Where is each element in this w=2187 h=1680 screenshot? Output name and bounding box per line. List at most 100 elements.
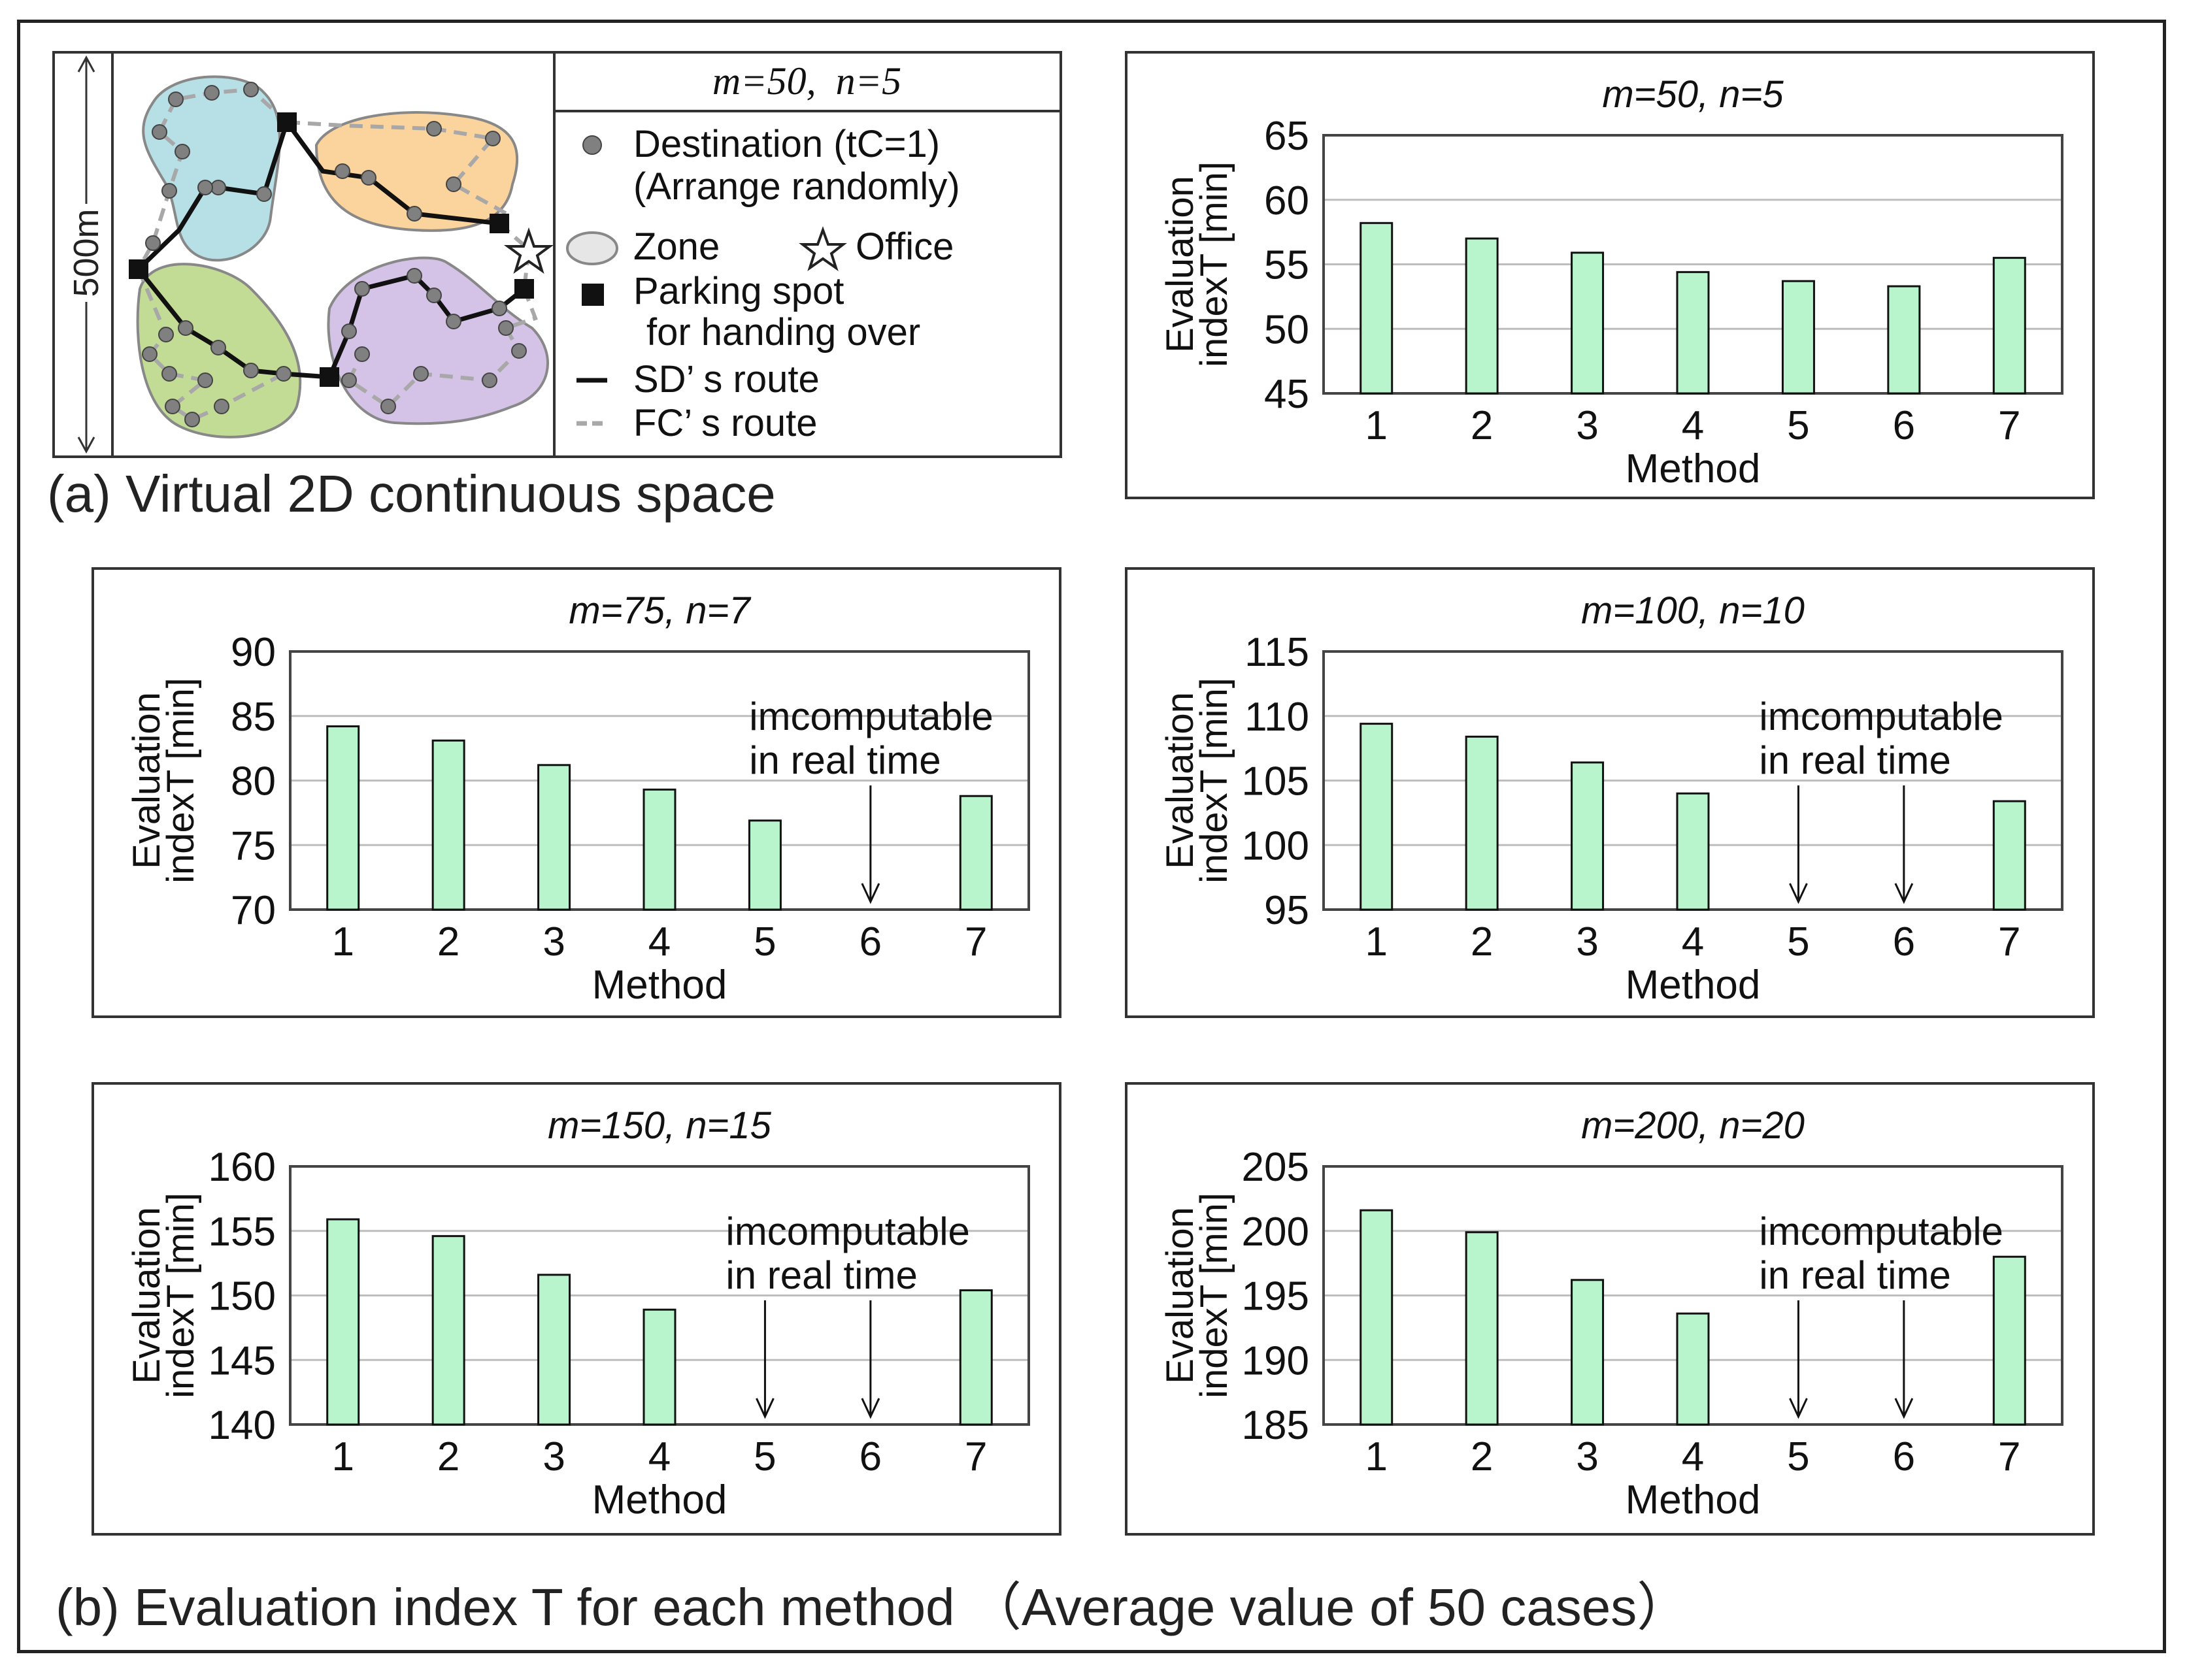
x-tick-label: 2 (437, 1434, 459, 1479)
y-tick-label: 80 (231, 759, 276, 804)
y-tick-label: 205 (1242, 1145, 1309, 1190)
x-tick-label: 6 (860, 919, 882, 964)
legend-zone-icon (566, 231, 618, 265)
bar-method-3 (537, 764, 571, 911)
destination-points (142, 82, 527, 427)
annotation-line2: in real time (726, 1253, 917, 1297)
x-tick-label: 2 (1471, 919, 1493, 964)
bar-method-7 (1992, 1255, 2026, 1426)
y-axis-label-line1: Evaluation (1159, 1207, 1201, 1384)
chart-svg: m=150, n=15 140 145 150 155 160 1 2 3 4 5 6 7 Method E… (125, 1104, 1030, 1523)
y-tick-label: 195 (1242, 1274, 1309, 1319)
chart-box-4: m=150, n=15 140 145 150 155 160 1 2 3 4 5 6 7 Method E… (92, 1082, 1061, 1536)
figure-frame (17, 20, 2166, 1653)
y-axis-label-line1: Evaluation (125, 1207, 168, 1384)
y-tick-label: 70 (231, 888, 276, 933)
x-tick-label: 5 (754, 919, 776, 964)
legend-destination-label: Destination (tC=1) (633, 123, 941, 165)
x-tick-label: 1 (1365, 403, 1387, 448)
bar-method-4 (1676, 1312, 1710, 1426)
annotation-line1: imcomputable (749, 695, 993, 738)
y-tick-label: 50 (1264, 307, 1309, 352)
x-tick-label: 4 (1682, 403, 1704, 448)
fc-route-orange (286, 120, 514, 219)
bar-method-3 (1571, 761, 1605, 911)
annotation-line1: imcomputable (1759, 1210, 2003, 1253)
x-tick-label: 2 (1471, 1434, 1493, 1479)
x-tick-label: 5 (1787, 403, 1809, 448)
scale-label: 500m (67, 208, 106, 297)
bar-method-3 (537, 1274, 571, 1426)
chart-box-5: m=200, n=20 185 190 195 200 205 1 2 3 4 5 6 7 Method E… (1125, 1082, 2095, 1536)
bar-method-1 (1360, 723, 1394, 911)
y-axis-label-line2: indexT [min] (1193, 161, 1235, 367)
y-tick-label: 60 (1264, 178, 1309, 223)
bar-method-2 (1465, 735, 1499, 911)
x-tick-label: 4 (648, 919, 671, 964)
bar-method-2 (1465, 237, 1499, 395)
annotation-arrowhead (861, 883, 880, 904)
y-tick-label: 115 (1244, 630, 1309, 675)
chart-title: m=50, n=5 (1602, 73, 1784, 116)
y-tick-label: 95 (1264, 888, 1309, 933)
bar-method-4 (643, 788, 676, 911)
chart-svg: m=200, n=20 185 190 195 200 205 1 2 3 4 5 6 7 Method E… (1159, 1104, 2063, 1523)
y-tick-label: 155 (209, 1210, 276, 1255)
chart-box-3: m=100, n=10 95 100 105 110 115 1 2 3 4 5 6 7 Method Ev… (1125, 567, 2095, 1018)
legend-office-icon (799, 226, 847, 272)
y-tick-label: 85 (231, 695, 276, 740)
bar-method-7 (1992, 800, 2026, 911)
chart-title: m=100, n=10 (1581, 589, 1805, 632)
bar-method-7 (1992, 257, 2026, 395)
x-axis-label: Method (592, 963, 727, 1008)
bar-method-2 (1465, 1231, 1499, 1426)
x-tick-label: 5 (1787, 1434, 1809, 1479)
annotation-line1: imcomputable (1759, 695, 2003, 738)
annotation-line2: in real time (1759, 1253, 1950, 1297)
bar-method-5 (1781, 280, 1815, 395)
x-axis-label: Method (592, 1477, 727, 1523)
zone-orange (314, 111, 519, 232)
chart-title: m=150, n=15 (548, 1104, 772, 1147)
annotation-arrowhead (1789, 1398, 1808, 1419)
y-tick-label: 185 (1242, 1403, 1309, 1448)
x-tick-label: 1 (331, 1434, 354, 1479)
x-axis-label: Method (1626, 446, 1761, 491)
x-tick-label: 3 (1576, 1434, 1598, 1479)
panel-b-caption: (b) Evaluation index T for each method （… (56, 1565, 1689, 1641)
x-tick-label: 7 (965, 919, 987, 964)
office-star-icon (503, 227, 554, 274)
chart-title: m=75, n=7 (569, 589, 752, 632)
annotation-line2: in real time (1759, 738, 1950, 782)
panel-b-caption-text: (b) Evaluation index T for each method （… (56, 1578, 1690, 1636)
y-axis-label-line1: Evaluation (1159, 692, 1201, 869)
x-tick-label: 7 (1998, 403, 2020, 448)
annotation-arrowhead (1894, 883, 1914, 904)
y-tick-label: 105 (1242, 759, 1309, 804)
x-tick-label: 2 (437, 919, 459, 964)
y-axis-label-line2: indexT [min] (159, 1193, 202, 1398)
chart-box-1: m=50, n=5 45 50 55 60 65 1 2 3 4 5 6 7 Method Evaluati… (1125, 51, 2095, 499)
zone-blue (142, 75, 281, 262)
bar-method-2 (431, 739, 465, 911)
scale-arrow-bottom (77, 436, 95, 454)
y-tick-label: 45 (1264, 372, 1309, 417)
x-tick-label: 6 (860, 1434, 882, 1479)
bar-method-7 (959, 795, 993, 911)
legend-destination-note: (Arrange randomly) (633, 165, 960, 208)
x-tick-label: 3 (543, 919, 565, 964)
fc-route-green (137, 268, 291, 422)
y-tick-label: 110 (1244, 695, 1309, 740)
y-tick-label: 55 (1264, 243, 1309, 288)
bar-method-1 (326, 1218, 360, 1426)
y-axis-label-line1: Evaluation (125, 692, 168, 869)
x-tick-label: 6 (1893, 1434, 1915, 1479)
x-tick-label: 5 (1787, 919, 1809, 964)
x-tick-label: 4 (1682, 1434, 1704, 1479)
y-tick-label: 150 (209, 1274, 276, 1319)
x-tick-label: 4 (648, 1434, 671, 1479)
scale-label-bg (75, 204, 98, 302)
x-tick-label: 7 (1998, 919, 2020, 964)
annotation-line2: in real time (749, 738, 941, 782)
